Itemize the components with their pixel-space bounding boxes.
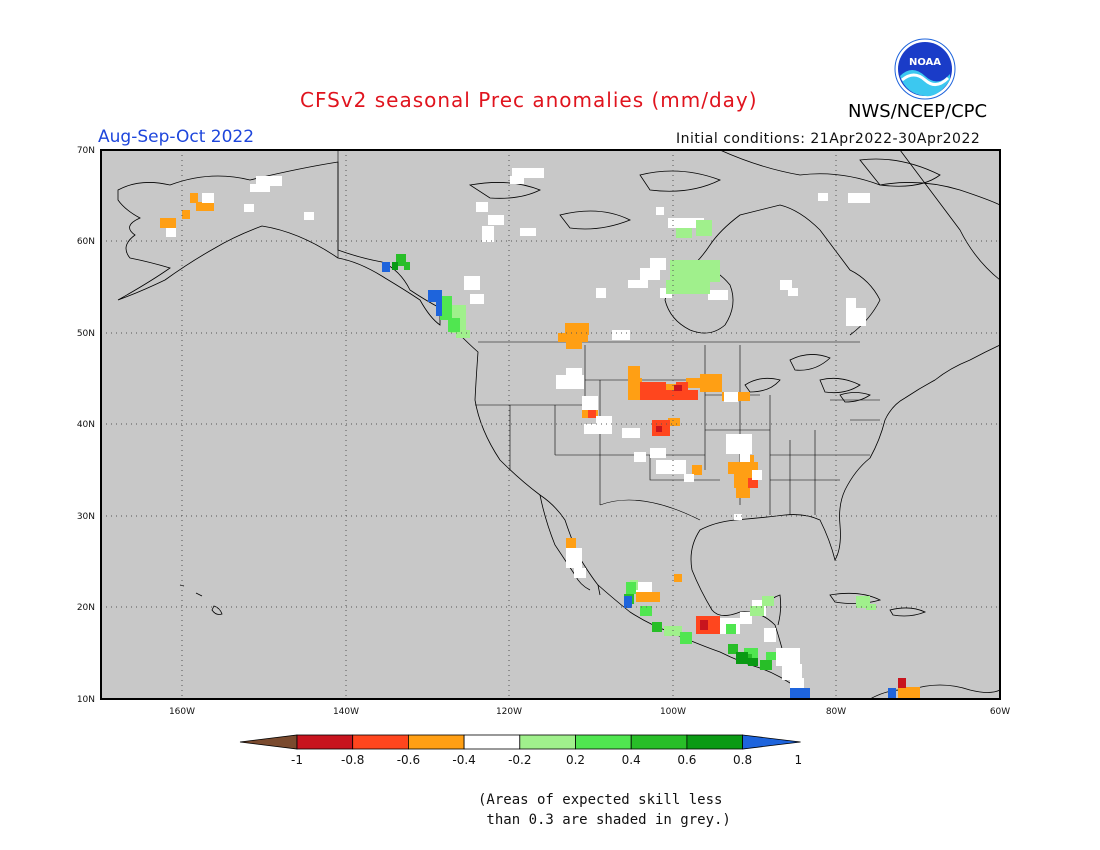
anomaly-green xyxy=(440,296,776,660)
political-borders xyxy=(337,150,880,521)
colorbar-label: -1 xyxy=(291,753,303,767)
colorbar-swatch xyxy=(519,734,576,750)
map-title: CFSv2 seasonal Prec anomalies (mm/day) xyxy=(300,88,758,112)
logo-text: NOAA xyxy=(909,57,941,68)
skill-note-line1: (Areas of expected skill less xyxy=(478,792,723,808)
colorbar-label: -0.4 xyxy=(452,753,475,767)
lat-label: 60N xyxy=(77,237,95,247)
initial-conditions: Initial conditions: 21Apr2022-30Apr2022 xyxy=(676,131,981,147)
noaa-logo-icon: NOAA xyxy=(894,38,956,100)
colorbar-swatch xyxy=(630,734,688,750)
colorbar-swatch xyxy=(296,734,354,750)
colorbar-label: -0.6 xyxy=(397,753,420,767)
lon-labels: 160W 140W 120W 100W 80W 60W xyxy=(169,707,1010,717)
colorbar-label: 1 xyxy=(794,753,802,767)
lon-label: 80W xyxy=(826,707,846,717)
anomaly-darkest-green xyxy=(392,262,758,666)
lon-label: 100W xyxy=(660,707,686,717)
forecast-period: Aug-Sep-Oct 2022 xyxy=(98,127,255,147)
colorbar-swatch xyxy=(352,734,409,750)
lon-label: 140W xyxy=(333,707,359,717)
colorbar-swatch xyxy=(407,734,465,750)
colorbar-swatch xyxy=(686,734,744,750)
map-frame xyxy=(100,149,1001,700)
skill-note: (Areas of expected skill less than 0.3 a… xyxy=(478,790,731,830)
agency-label: NWS/NCEP/CPC xyxy=(848,101,988,122)
colorbar-label: -0.2 xyxy=(508,753,531,767)
lat-label: 50N xyxy=(77,329,95,339)
skill-note-line2: than 0.3 are shaded in grey.) xyxy=(478,812,731,828)
anomaly-blue xyxy=(382,262,896,699)
colorbar-swatch xyxy=(575,734,632,750)
map-background xyxy=(101,150,1000,699)
colorbar-label: 0.8 xyxy=(733,753,752,767)
colorbar-label: 0.4 xyxy=(622,753,641,767)
colorbar-high-arrow xyxy=(742,734,801,750)
lon-label: 120W xyxy=(496,707,522,717)
colorbar-label: -0.8 xyxy=(341,753,364,767)
colorbar: -1 -0.8 -0.6 -0.4 -0.2 0.2 0.4 0.6 0.8 1 xyxy=(239,734,802,767)
lat-label: 10N xyxy=(77,695,95,705)
lat-label: 40N xyxy=(77,420,95,430)
colorbar-low-arrow xyxy=(239,734,298,750)
anomaly-dark-red xyxy=(656,385,906,688)
lat-labels: 70N 60N 50N 40N 30N 20N 10N xyxy=(77,146,95,705)
colorbar-swatch xyxy=(463,734,521,750)
lat-label: 20N xyxy=(77,603,95,613)
lat-label: 30N xyxy=(77,512,95,522)
lat-label: 70N xyxy=(77,146,95,156)
colorbar-label: 0.6 xyxy=(677,753,696,767)
colorbar-label: 0.2 xyxy=(566,753,585,767)
lon-label: 60W xyxy=(990,707,1010,717)
lon-label: 160W xyxy=(169,707,195,717)
